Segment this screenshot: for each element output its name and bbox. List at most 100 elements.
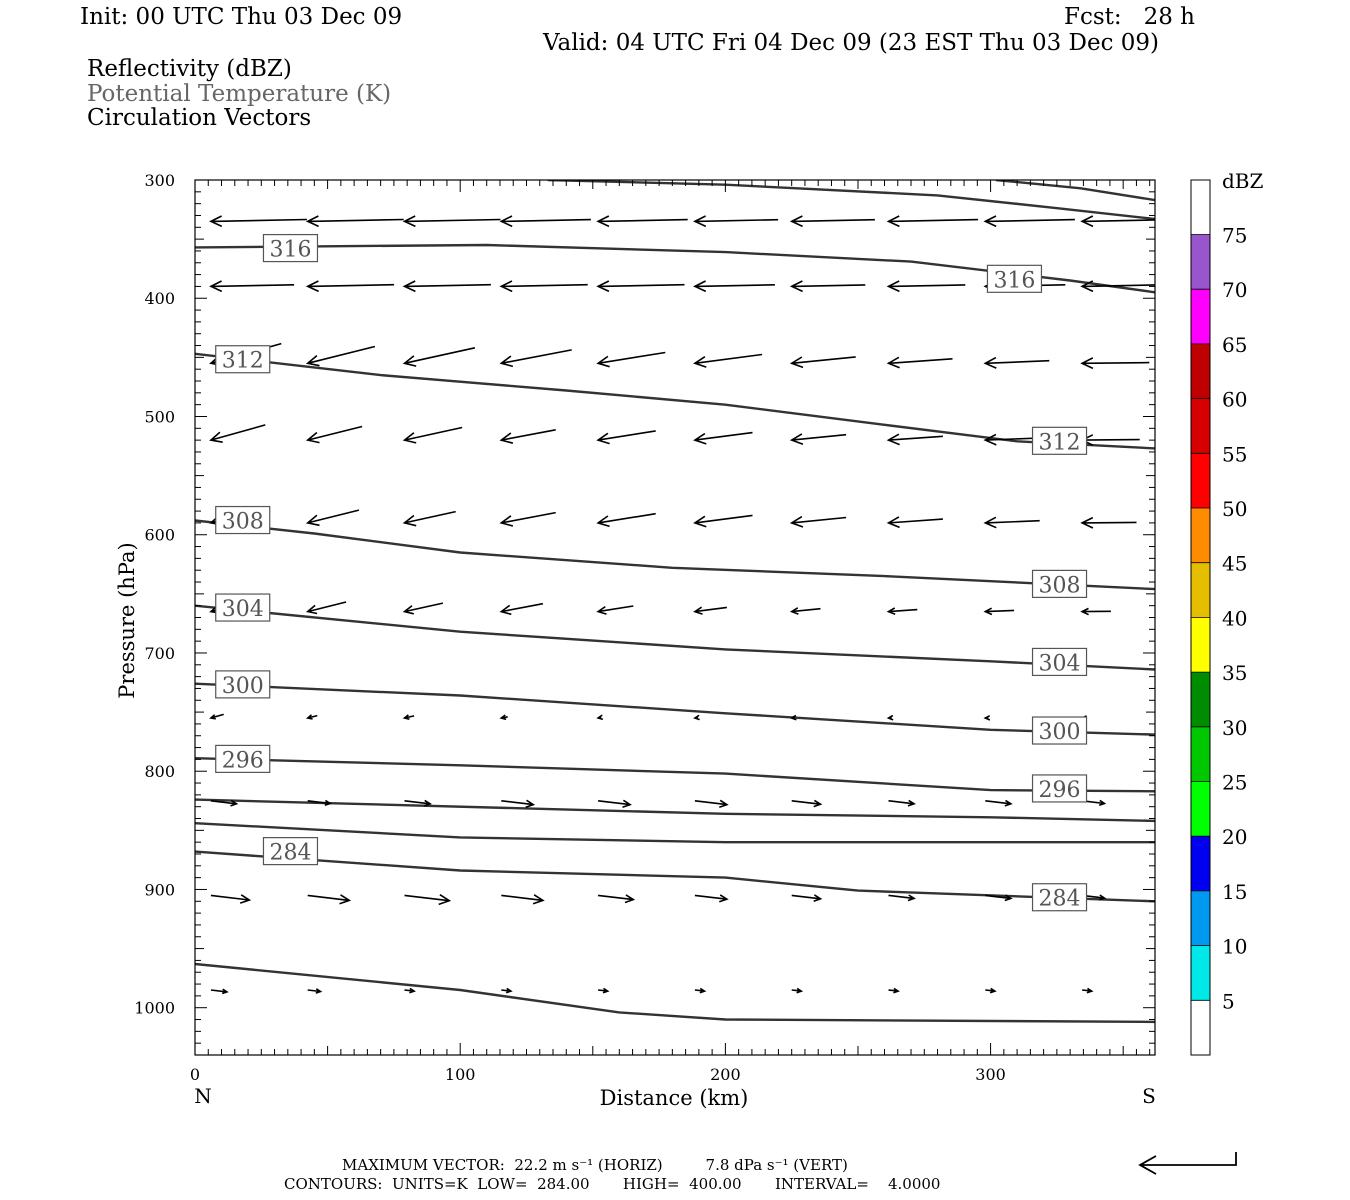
contour-label: 316 xyxy=(262,233,319,263)
circulation-vector xyxy=(789,280,866,293)
forecast-hour-label: Fcst: 28 h xyxy=(1064,4,1195,30)
tick-marks xyxy=(195,180,1155,1056)
contour-label: 312 xyxy=(1031,426,1088,455)
colorbar-label: 10 xyxy=(1222,935,1247,959)
circulation-vector xyxy=(209,280,295,293)
colorbar-bin xyxy=(1191,781,1210,837)
circulation-vector xyxy=(789,515,847,528)
circulation-vector xyxy=(404,799,432,807)
circulation-vector xyxy=(404,894,452,906)
circulation-vector xyxy=(789,356,856,369)
circulation-vector xyxy=(499,215,591,228)
circulation-vector xyxy=(305,425,363,444)
contour-label: 284 xyxy=(1031,883,1088,912)
circulation-vector xyxy=(596,605,634,615)
y-tick-label: 900 xyxy=(144,880,175,899)
colorbar-label: 45 xyxy=(1222,552,1247,576)
svg-text:312: 312 xyxy=(222,349,264,374)
circulation-vector xyxy=(404,987,416,994)
svg-text:304: 304 xyxy=(222,597,264,622)
circulation-vector xyxy=(499,511,556,527)
x-end-label-left: N xyxy=(194,1084,212,1108)
circulation-vector xyxy=(983,516,1040,529)
colorbar-bin xyxy=(1191,836,1210,891)
contour-label: 308 xyxy=(1031,569,1088,598)
theta-contour-6 xyxy=(195,519,1155,591)
circulation-vector xyxy=(501,799,536,808)
circulation-vector xyxy=(789,607,821,615)
circulation-vector xyxy=(305,601,347,615)
colorbar-bin xyxy=(1191,562,1210,618)
circulation-vector xyxy=(501,987,513,994)
svg-text:308: 308 xyxy=(222,510,264,535)
y-tick-label: 400 xyxy=(144,289,175,308)
circulation-vector xyxy=(209,713,224,720)
colorbar-label: 5 xyxy=(1222,989,1235,1013)
circulation-vector xyxy=(307,988,323,994)
valid-time-label: Valid: 04 UTC Fri 04 Dec 09 (23 EST Thu … xyxy=(543,30,1160,56)
circulation-vector xyxy=(210,894,252,904)
circulation-vector xyxy=(886,516,943,529)
circulation-vector xyxy=(499,280,588,293)
circulation-vector xyxy=(209,215,307,228)
plot-frame xyxy=(194,179,1156,1056)
svg-text:284: 284 xyxy=(269,841,311,866)
circulation-vector xyxy=(402,510,456,527)
circulation-vector xyxy=(693,606,728,615)
theta-contour-4 xyxy=(195,352,1155,450)
circulation-vector xyxy=(596,280,685,293)
circulation-vector xyxy=(985,987,997,994)
circulation-vector xyxy=(888,799,916,807)
svg-text:300: 300 xyxy=(1039,720,1081,745)
init-label: Init: 00 UTC Thu 03 Dec 09 xyxy=(80,4,403,30)
circulation-vector xyxy=(402,347,476,367)
circulation-vector xyxy=(693,353,763,368)
circulation-vector xyxy=(888,987,900,994)
x-tick-label: 300 xyxy=(975,1065,1006,1084)
svg-text:296: 296 xyxy=(222,748,264,773)
theta-contour-16 xyxy=(195,850,1155,903)
field-vectors-label: Circulation Vectors xyxy=(87,105,312,131)
contour-label: 284 xyxy=(262,837,319,866)
theta-contour-2 xyxy=(195,243,1155,294)
circulation-vector xyxy=(305,714,318,720)
x-tick-label: 200 xyxy=(710,1065,741,1084)
theta-contour-1 xyxy=(995,180,1155,202)
circulation-vector xyxy=(499,349,572,368)
contour-label: 296 xyxy=(215,744,271,773)
circulation-vector xyxy=(305,345,376,367)
colorbar-bin xyxy=(1191,180,1210,235)
circulation-vector xyxy=(596,215,688,228)
circulation-vector xyxy=(210,988,229,995)
circulation-vector xyxy=(499,714,508,721)
circulation-vector xyxy=(693,514,753,528)
circulation-vector xyxy=(1080,215,1155,228)
max-vector-caption: MAXIMUM VECTOR: 22.2 m s⁻¹ (HORIZ) 7.8 d… xyxy=(342,1156,848,1174)
circulation-vector xyxy=(985,894,1013,902)
contour-label: 308 xyxy=(215,505,271,535)
circulation-vector xyxy=(501,894,545,905)
circulation-vector xyxy=(886,356,953,369)
circulation-vector xyxy=(791,987,804,994)
colorbar-label: 55 xyxy=(1222,442,1247,466)
contour-label: 304 xyxy=(215,593,271,622)
circulation-vector xyxy=(789,714,797,721)
svg-text:308: 308 xyxy=(1039,573,1081,598)
circulation-vector xyxy=(598,987,610,994)
colorbar-label: 50 xyxy=(1222,497,1247,521)
circulation-vector xyxy=(598,799,632,808)
colorbar-bin xyxy=(1191,508,1210,563)
colorbar-label: 15 xyxy=(1222,880,1247,904)
circulation-vector xyxy=(694,799,729,808)
svg-text:300: 300 xyxy=(222,674,264,699)
circulation-vector xyxy=(596,351,666,368)
contour-label: 300 xyxy=(1031,716,1088,745)
colorbar-bin xyxy=(1191,234,1210,290)
theta-contour-0 xyxy=(547,180,1155,221)
circulation-vector xyxy=(985,799,1013,807)
contour-info-caption: CONTOURS: UNITS=K LOW= 284.00 HIGH= 400.… xyxy=(284,1175,941,1193)
field-theta-label: Potential Temperature (K) xyxy=(87,81,392,107)
y-tick-label: 500 xyxy=(144,407,175,426)
circulation-vector xyxy=(209,424,266,443)
circulation-vector xyxy=(402,280,491,293)
